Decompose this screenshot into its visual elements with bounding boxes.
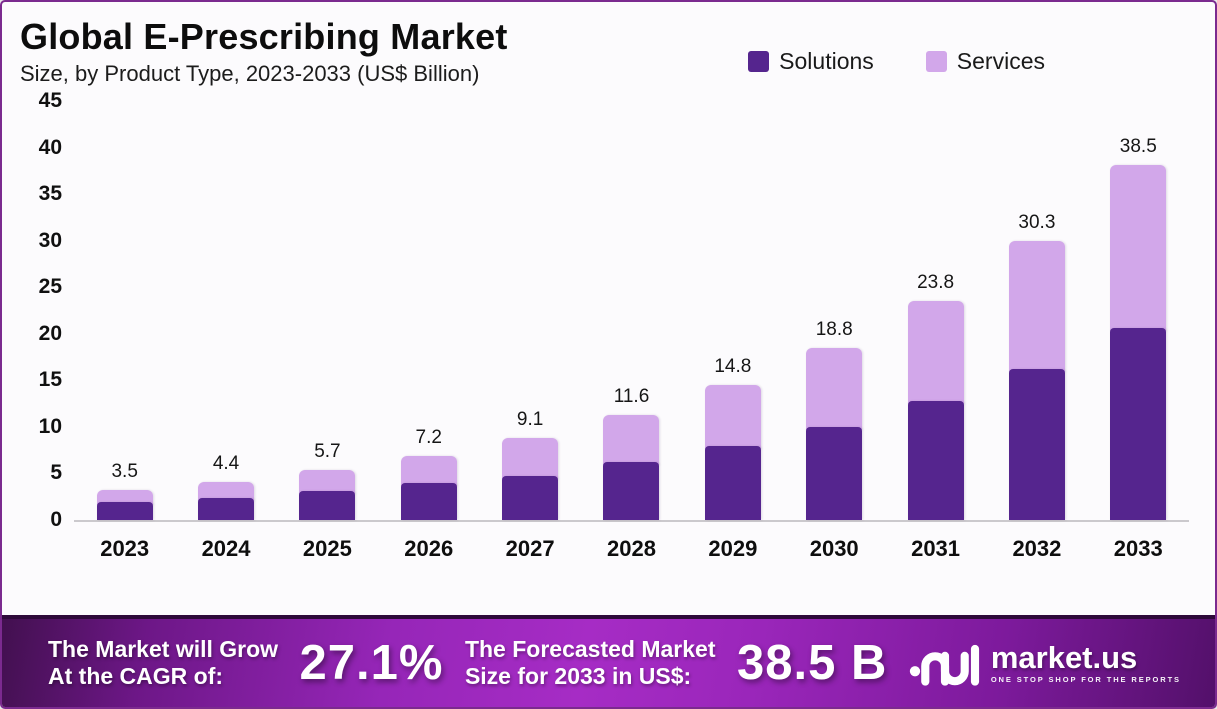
forecast-label-line1: The Forecasted Market bbox=[464, 635, 716, 662]
y-axis-tick-45: 45 bbox=[38, 89, 62, 112]
y-axis-tick-40: 40 bbox=[38, 135, 62, 159]
bar-group-2023: 3.5 bbox=[74, 101, 175, 520]
y-axis-tick-20: 20 bbox=[38, 321, 62, 345]
forecast-value: 38.5 B bbox=[736, 636, 888, 690]
legend-item-solutions: Solutions bbox=[748, 48, 874, 75]
solutions-segment bbox=[806, 426, 863, 520]
services-segment bbox=[502, 438, 559, 480]
x-axis-label-2028: 2028 bbox=[607, 536, 656, 561]
x-axis-label-2032: 2032 bbox=[1012, 536, 1062, 561]
services-segment bbox=[96, 490, 153, 506]
plot-area: 3.5 4.4 5.7 7.2 9.1 11.6 14.8 18.8 23.8 30.3 38.5 bbox=[74, 101, 1189, 522]
y-axis-tick-25: 25 bbox=[38, 275, 62, 299]
y-axis-tick-35: 35 bbox=[38, 182, 62, 206]
chart-area: 45 40 35 30 25 20 15 10 5 0 3.5 4.4 5.7 7.2 9.1 11.6 14… bbox=[14, 89, 1189, 531]
bar-total-label: 3.5 bbox=[111, 461, 138, 483]
services-segment bbox=[400, 455, 457, 486]
chart-card: Global E-Prescribing Market Size, by Pro… bbox=[2, 2, 1215, 615]
bar-group-2030: 18.8 bbox=[784, 101, 885, 520]
solutions-segment bbox=[502, 476, 559, 520]
bar-total-label: 5.7 bbox=[314, 440, 341, 462]
solutions-segment bbox=[907, 400, 964, 520]
x-axis-label-2023: 2023 bbox=[100, 536, 150, 561]
x-axis-label-2024: 2024 bbox=[201, 536, 251, 561]
bar-group-2033: 38.5 bbox=[1088, 101, 1189, 520]
bar-group-2024: 4.4 bbox=[175, 101, 276, 520]
solutions-segment bbox=[400, 482, 457, 520]
bar-group-2026: 7.2 bbox=[378, 101, 479, 520]
y-axis-tick-10: 10 bbox=[38, 414, 62, 438]
chart-subtitle: Size, by Product Type, 2023-2033 (US$ Bi… bbox=[20, 61, 480, 86]
bar-group-2032: 30.3 bbox=[986, 101, 1087, 520]
bottom-banner: The Market will Grow At the CAGR of: 27.… bbox=[2, 615, 1215, 707]
bar-total-label: 30.3 bbox=[1018, 211, 1056, 233]
bar-total-label: 4.4 bbox=[212, 453, 240, 475]
solutions-segment bbox=[704, 446, 761, 520]
page-title: Global E-Prescribing Market bbox=[20, 16, 508, 57]
bar-total-label: 9.1 bbox=[516, 409, 544, 431]
chart-header: Global E-Prescribing Market Size, by Pro… bbox=[2, 2, 1215, 87]
bar-group-2029: 14.8 bbox=[682, 101, 783, 520]
x-axis-label-2029: 2029 bbox=[708, 536, 758, 561]
x-axis-label-2027: 2027 bbox=[505, 536, 555, 561]
bar-total-label: 7.2 bbox=[415, 426, 442, 448]
marketus-brand: market.us ONE STOP SHOP FOR THE REPORTS bbox=[909, 635, 1181, 692]
solutions-segment bbox=[299, 491, 356, 520]
bar-total-label: 18.8 bbox=[815, 318, 853, 340]
bar-group-2028: 11.6 bbox=[581, 101, 682, 520]
brand-name: market.us bbox=[990, 640, 1138, 676]
cagr-label-line2: At the CAGR of: bbox=[48, 663, 224, 689]
legend-swatch-solutions bbox=[748, 51, 770, 72]
bars-container: 3.5 4.4 5.7 7.2 9.1 11.6 14.8 18.8 23.8 30.3 38.5 bbox=[74, 101, 1189, 520]
bar-group-2025: 5.7 bbox=[277, 101, 378, 520]
services-segment bbox=[299, 469, 356, 495]
bar-group-2027: 9.1 bbox=[479, 101, 580, 520]
forecast-label-line2: Size for 2033 in US$: bbox=[464, 663, 692, 689]
brand-text: market.us ONE STOP SHOP FOR THE REPORTS bbox=[991, 642, 1181, 684]
x-axis-label-2031: 2031 bbox=[911, 536, 961, 561]
services-segment bbox=[603, 415, 660, 466]
legend-label: Solutions bbox=[779, 48, 874, 74]
bar-total-label: 11.6 bbox=[613, 386, 650, 408]
cagr-label: The Market will Grow At the CAGR of: bbox=[48, 636, 278, 690]
x-axis: 2023 2024 2025 2026 2027 2028 2029 2030 2031 2032… bbox=[74, 536, 1189, 562]
bar-group-2031: 23.8 bbox=[885, 101, 986, 520]
cagr-value: 27.1% bbox=[299, 636, 444, 690]
cagr-label-line1: The Market will Grow bbox=[48, 635, 279, 662]
legend-swatch-services bbox=[925, 51, 947, 72]
forecast-label: The Forecasted Market Size for 2033 in U… bbox=[465, 636, 716, 690]
solutions-segment bbox=[1110, 328, 1167, 520]
marketus-logo-icon bbox=[909, 635, 981, 692]
bar-total-label: 38.5 bbox=[1119, 135, 1157, 157]
x-axis-label-2026: 2026 bbox=[404, 536, 454, 561]
services-segment bbox=[198, 482, 255, 501]
x-axis-label-2033: 2033 bbox=[1113, 536, 1163, 561]
services-segment bbox=[1008, 240, 1065, 373]
y-axis-tick-0: 0 bbox=[50, 508, 62, 531]
x-axis-label-2030: 2030 bbox=[809, 536, 859, 561]
solutions-segment bbox=[1008, 369, 1065, 520]
services-segment bbox=[1110, 164, 1167, 332]
solutions-segment bbox=[603, 462, 660, 520]
chart-legend: Solutions Services bbox=[748, 48, 1045, 75]
services-segment bbox=[806, 347, 863, 430]
x-axis-label-2025: 2025 bbox=[302, 536, 352, 561]
y-axis-tick-15: 15 bbox=[38, 368, 62, 392]
solutions-segment bbox=[96, 502, 153, 520]
services-segment bbox=[704, 385, 761, 450]
legend-item-services: Services bbox=[925, 48, 1045, 75]
solutions-segment bbox=[198, 497, 255, 520]
y-axis: 45 40 35 30 25 20 15 10 5 0 bbox=[14, 89, 74, 531]
bar-total-label: 23.8 bbox=[917, 272, 955, 294]
bar-total-label: 14.8 bbox=[714, 356, 752, 378]
services-segment bbox=[907, 301, 964, 404]
brand-tagline: ONE STOP SHOP FOR THE REPORTS bbox=[990, 675, 1181, 685]
y-axis-tick-5: 5 bbox=[50, 461, 62, 485]
y-axis-tick-30: 30 bbox=[38, 228, 62, 252]
legend-label: Services bbox=[956, 48, 1045, 74]
